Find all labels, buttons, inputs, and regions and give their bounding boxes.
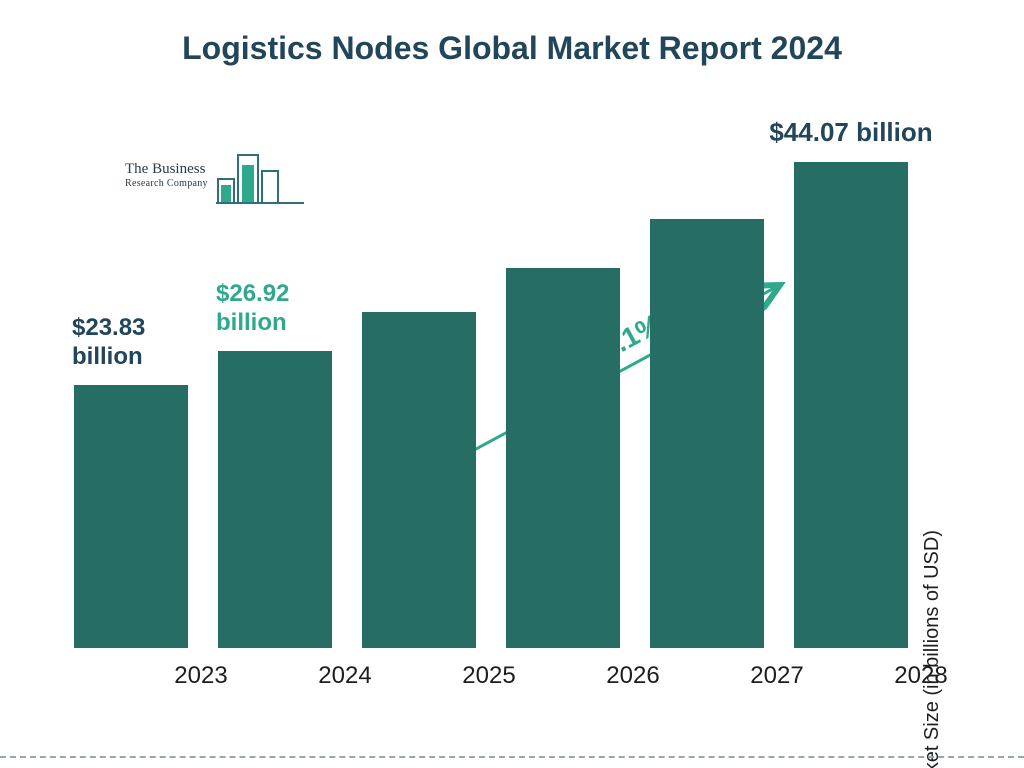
page-title: Logistics Nodes Global Market Report 202… — [0, 30, 1024, 67]
x-tick-label: 2026 — [576, 662, 690, 690]
bar — [74, 385, 188, 648]
bar-value-label: $26.92billion — [216, 280, 340, 338]
bar-chart: CAGR 13.1% $23.83billion$26.92billion$44… — [70, 130, 950, 690]
x-tick-label: 2024 — [288, 662, 402, 690]
bar — [650, 219, 764, 648]
bar-value-label: $23.83billion — [72, 314, 196, 372]
bar — [794, 162, 908, 648]
bar — [218, 351, 332, 648]
plot-area: CAGR 13.1% $23.83billion$26.92billion$44… — [70, 130, 930, 648]
bar — [362, 312, 476, 648]
x-tick-label: 2027 — [720, 662, 834, 690]
y-axis-label: Market Size (in billions of USD) — [921, 530, 944, 768]
x-tick-label: 2028 — [864, 662, 978, 690]
bar — [506, 268, 620, 648]
x-tick-label: 2025 — [432, 662, 546, 690]
x-tick-label: 2023 — [144, 662, 258, 690]
bar-value-label: $44.07 billion — [754, 117, 948, 148]
footer-divider — [0, 756, 1024, 758]
